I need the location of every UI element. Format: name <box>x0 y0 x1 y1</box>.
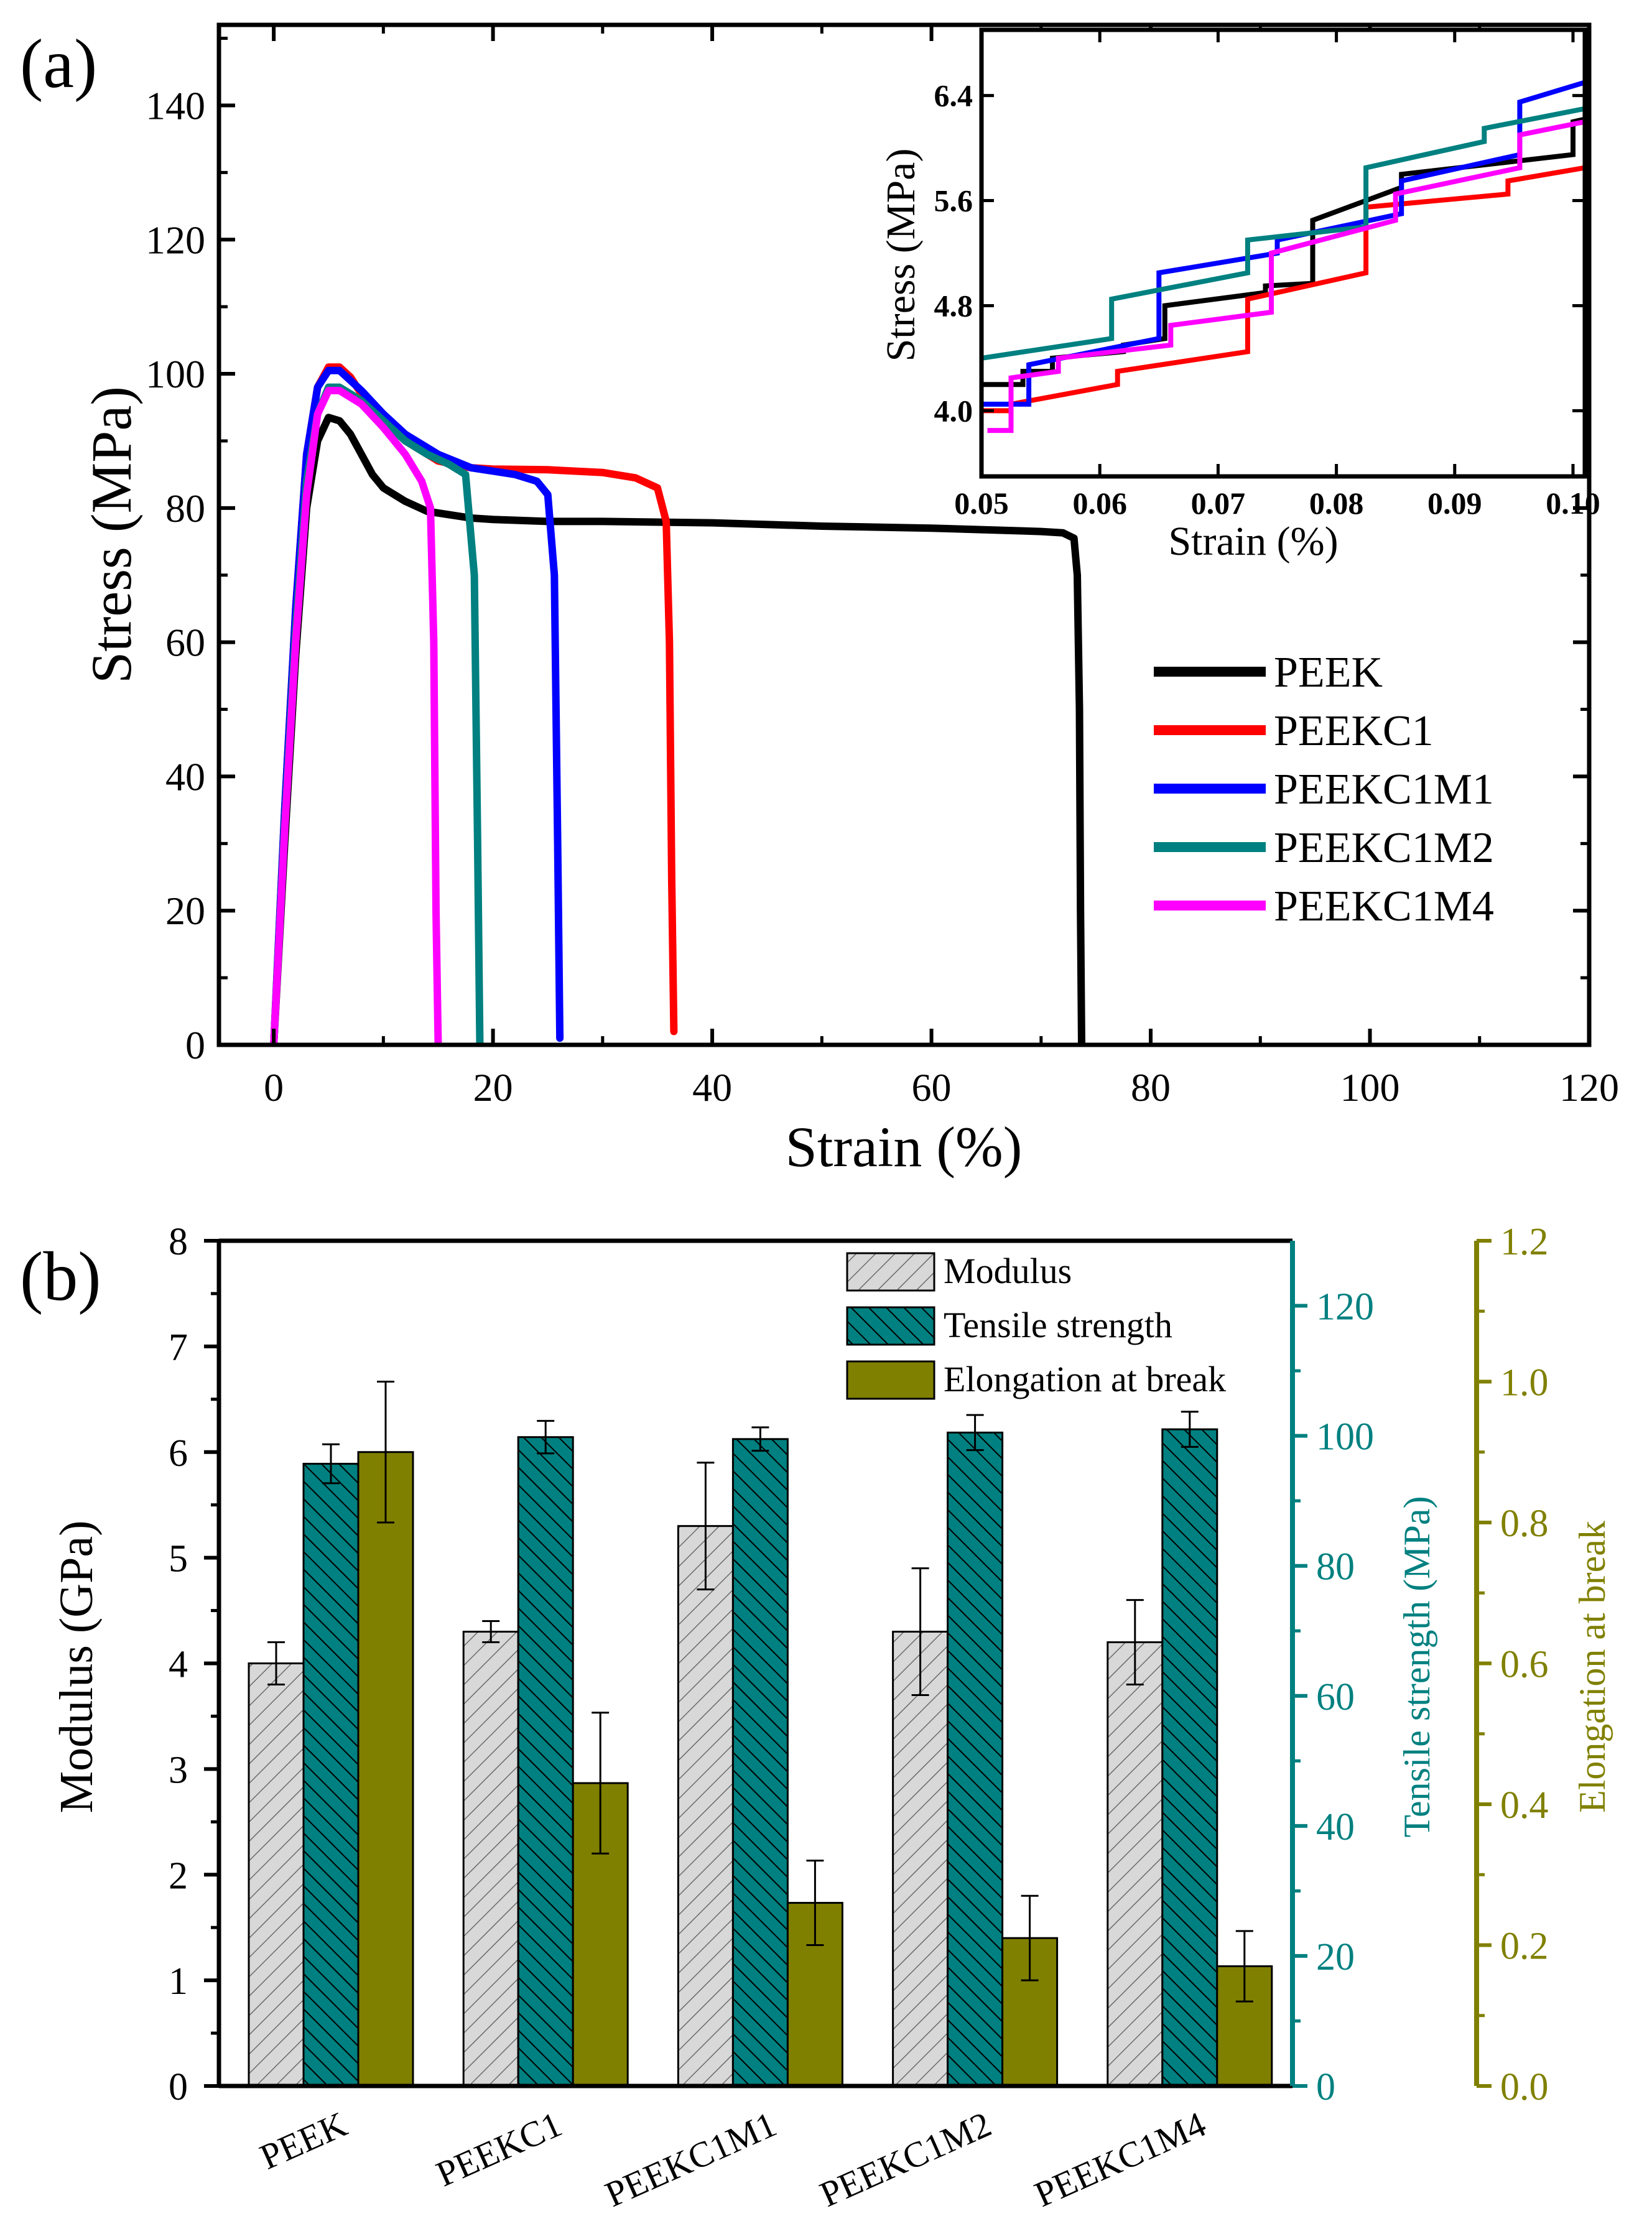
legend-swatch-modulus <box>846 1252 935 1292</box>
y-tick-label: 100 <box>146 352 205 396</box>
legend-swatch-elongation-at-break <box>846 1360 935 1400</box>
inset-y-tick-label: 4.0 <box>934 393 973 428</box>
inset-x-tick-label: 0.05 <box>954 486 1009 521</box>
elongation-tick-label: 0.0 <box>1500 2066 1549 2108</box>
inset-frame <box>979 27 1587 479</box>
y-tick-label: 120 <box>146 218 205 262</box>
legend-label-modulus: Modulus <box>944 1251 1072 1291</box>
series-line-peek <box>270 414 1085 1045</box>
x-tick-label: 100 <box>1340 1065 1400 1110</box>
elongation-tick-label: 0.4 <box>1500 1784 1549 1827</box>
y-tick-label: 20 <box>165 889 205 933</box>
tensile-tick-label: 80 <box>1316 1546 1355 1588</box>
legend: PEEK PEEKC1 PEEKC1M1 PEEKC1M2 PEEKC1M4 <box>1154 649 1494 930</box>
bar-tensile-strength-peekc1m2 <box>947 1431 1004 2087</box>
tensile-tick-label: 120 <box>1316 1286 1374 1328</box>
legend-swatch-tensile-strength <box>846 1306 935 1346</box>
modulus-tick-label: 1 <box>169 1960 188 2003</box>
x-tick-label: 120 <box>1559 1065 1619 1110</box>
plot-frame <box>216 22 1592 1047</box>
y-tick-label: 140 <box>146 83 205 127</box>
y-tick-label: 0 <box>185 1023 205 1067</box>
modulus-tick-label: 2 <box>169 1855 188 1897</box>
x-tick-label: 0 <box>264 1065 284 1110</box>
series-line-peekc1m1 <box>270 366 564 1045</box>
elongation-tick-label: 1.0 <box>1500 1362 1549 1404</box>
y-tick-label: 80 <box>165 486 205 531</box>
bar-tensile-strength-peekc1 <box>517 1436 574 2087</box>
legend-label-peek: PEEK <box>1274 649 1383 697</box>
elongation-tick-label: 0.8 <box>1500 1503 1549 1545</box>
tensile-tick-label: 100 <box>1316 1416 1374 1458</box>
stress-strain-chart: 0 20 40 60 80 100 120 0 20 40 60 80 100 120 140 Strain… <box>80 22 1619 1179</box>
legend-label-peekc1m4: PEEKC1M4 <box>1274 883 1494 930</box>
tensile-tick-label: 40 <box>1316 1806 1355 1848</box>
category-label-peekc1: PEEKC1 <box>430 2103 568 2194</box>
modulus-tick-label: 6 <box>169 1432 188 1475</box>
inset-line-peekc1m4 <box>987 119 1585 433</box>
bar-tensile-strength-peek <box>302 1463 360 2087</box>
legend-label-peekc1m1: PEEKC1M1 <box>1274 766 1494 813</box>
bar-tensile-strength-peekc1m4 <box>1161 1428 1218 2087</box>
properties-bar-chart: 0123456780204060801001200.00.20.40.60.81… <box>50 1221 1613 2215</box>
y-tick-label: 40 <box>165 754 205 799</box>
bar-modulus-peekc1 <box>462 1631 519 2087</box>
inset-x-tick-label: 0.09 <box>1427 486 1482 521</box>
bar-legend: Modulus Tensile strength Elongation at bre… <box>846 1251 1226 1400</box>
modulus-tick-label: 4 <box>169 1644 188 1686</box>
modulus-axis-label: Modulus (GPa) <box>50 1521 103 1814</box>
panel-b-label: (b) <box>20 1238 101 1315</box>
modulus-tick-label: 0 <box>169 2066 188 2108</box>
x-axis-label: Strain (%) <box>786 1115 1023 1179</box>
series-line-peekc1m4 <box>270 387 442 1045</box>
modulus-tick-label: 3 <box>169 1749 188 1791</box>
inset-y-tick-label: 4.8 <box>934 288 973 323</box>
category-label-peek: PEEK <box>254 2103 353 2177</box>
modulus-tick-label: 8 <box>169 1221 188 1263</box>
bar-tensile-strength-peekc1m1 <box>731 1438 789 2087</box>
inset-y-tick-label: 6.4 <box>934 78 973 113</box>
inset-x-tick-label: 0.08 <box>1309 486 1364 521</box>
y-tick-label: 60 <box>165 621 205 665</box>
y-axis-label: Stress (MPa) <box>80 386 143 684</box>
tensile-tick-label: 20 <box>1316 1936 1355 1978</box>
inset-x-axis-label: Strain (%) <box>1168 519 1338 564</box>
tensile-tick-label: 0 <box>1316 2066 1335 2108</box>
elongation-tick-label: 1.2 <box>1500 1221 1549 1263</box>
inset-x-tick-label: 0.10 <box>1546 486 1600 521</box>
bar-modulus-peekc1m1 <box>677 1525 734 2087</box>
elongation-tick-label: 0.6 <box>1500 1644 1549 1686</box>
bar-modulus-peek <box>248 1662 305 2087</box>
legend-label-tensile-strength: Tensile strength <box>944 1305 1172 1345</box>
modulus-tick-label: 5 <box>169 1538 188 1580</box>
inset-chart: 0.05 0.06 0.07 0.08 0.09 0.10 4.0 4.8 5.6 6.4 Str… <box>878 27 1600 564</box>
elongation-axis-label: Elongation at break <box>1572 1521 1613 1813</box>
panel-a-label: (a) <box>20 25 97 103</box>
inset-x-tick-label: 0.06 <box>1072 486 1127 521</box>
modulus-tick-label: 7 <box>169 1327 188 1369</box>
x-tick-label: 40 <box>692 1065 732 1110</box>
category-label-peekc1m4: PEEKC1M4 <box>1029 2103 1212 2215</box>
x-tick-label: 20 <box>473 1065 513 1110</box>
inset-y-axis-label: Stress (MPa) <box>878 149 924 362</box>
inset-y-tick-label: 5.6 <box>934 183 973 218</box>
legend-label-elongation-at-break: Elongation at break <box>944 1359 1226 1399</box>
category-label-peekc1m1: PEEKC1M1 <box>599 2103 782 2215</box>
x-tick-label: 80 <box>1131 1065 1171 1110</box>
inset-x-tick-label: 0.07 <box>1191 486 1246 521</box>
category-label-peekc1m2: PEEKC1M2 <box>814 2103 997 2215</box>
inset-line-peekc1m2 <box>981 106 1585 361</box>
elongation-tick-label: 0.2 <box>1500 1926 1549 1968</box>
tensile-axis-label: Tensile strength (MPa) <box>1396 1496 1437 1837</box>
legend-label-peekc1m2: PEEKC1M2 <box>1274 824 1494 872</box>
bar-modulus-peekc1m4 <box>1107 1641 1164 2087</box>
bar-elongation-at-break-peek <box>357 1451 414 2087</box>
legend-label-peekc1: PEEKC1 <box>1274 707 1434 755</box>
tensile-tick-label: 60 <box>1316 1676 1355 1718</box>
x-tick-label: 60 <box>912 1065 952 1110</box>
bar-modulus-peekc1m2 <box>892 1631 949 2087</box>
